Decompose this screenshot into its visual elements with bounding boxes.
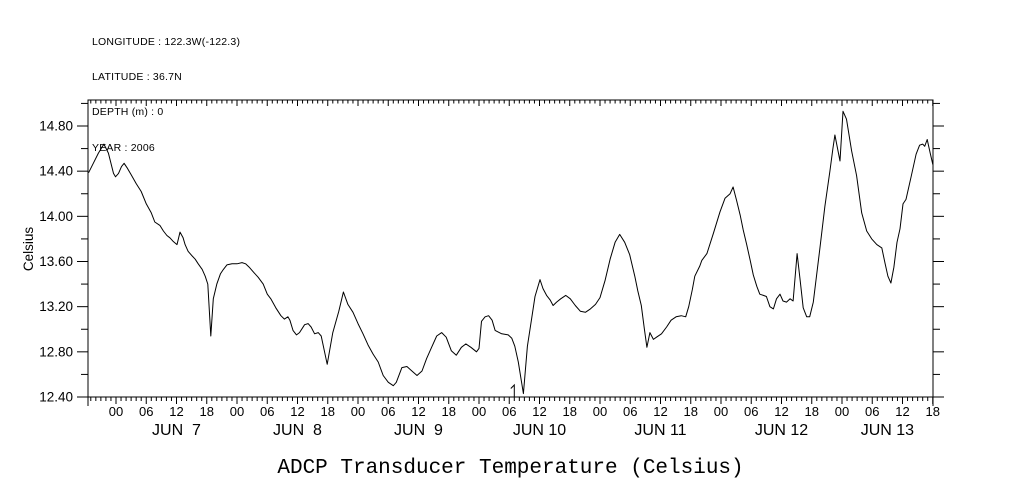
x-tick-label: 12 — [774, 404, 788, 419]
y-tick-label: 12.40 — [39, 390, 73, 405]
x-day-label: JUN 13 — [861, 422, 914, 439]
x-tick-label: 12 — [895, 404, 909, 419]
x-tick-label: 18 — [321, 404, 335, 419]
x-day-label: JUN 9 — [394, 422, 443, 439]
metadata-block: LONGITUDE : 122.3W(-122.3) LATITUDE : 36… — [92, 13, 240, 178]
x-tick-label: 06 — [744, 404, 758, 419]
y-tick-label: 14.00 — [39, 209, 73, 224]
x-tick-label: 12 — [169, 404, 183, 419]
meta-depth: DEPTH (m) : 0 — [92, 106, 164, 119]
x-day-label: JUN 8 — [273, 422, 322, 439]
y-axis-title: Celsius — [21, 227, 36, 272]
x-tick-label: 12 — [653, 404, 667, 419]
x-tick-label: 18 — [684, 404, 698, 419]
x-tick-label: 06 — [502, 404, 516, 419]
x-tick-label: 00 — [230, 404, 244, 419]
y-tick-label: 14.80 — [39, 118, 73, 133]
x-tick-label: 00 — [835, 404, 849, 419]
x-tick-label: 18 — [805, 404, 819, 419]
x-day-label: JUN 12 — [755, 422, 808, 439]
x-day-label: JUN 7 — [152, 422, 201, 439]
x-tick-label: 18 — [442, 404, 456, 419]
x-tick-label: 06 — [381, 404, 395, 419]
meta-year: YEAR : 2006 — [92, 141, 155, 154]
x-tick-label: 12 — [532, 404, 546, 419]
x-tick-label: 06 — [139, 404, 153, 419]
x-tick-label: 00 — [109, 404, 123, 419]
meta-latitude: LATITUDE : 36.7N — [92, 70, 182, 83]
x-tick-label: 00 — [714, 404, 728, 419]
temperature-series-line — [88, 110, 934, 395]
plot-frame — [87, 99, 934, 398]
x-tick-label: 06 — [260, 404, 274, 419]
x-day-label: JUN 11 — [634, 422, 686, 439]
x-tick-label: 00 — [593, 404, 607, 419]
x-tick-label: 06 — [865, 404, 879, 419]
x-tick-label: 12 — [290, 404, 304, 419]
y-tick-label: 12.80 — [39, 344, 73, 359]
meta-longitude: LONGITUDE : 122.3W(-122.3) — [92, 35, 241, 48]
x-tick-label: 18 — [926, 404, 940, 419]
y-tick-label: 14.40 — [39, 164, 73, 179]
x-tick-label: 00 — [351, 404, 365, 419]
x-tick-label: 00 — [472, 404, 486, 419]
x-tick-label: 06 — [623, 404, 637, 419]
chart-title: ADCP Transducer Temperature (Celsius) — [277, 457, 744, 480]
y-tick-label: 13.20 — [39, 299, 73, 314]
x-tick-label: 18 — [200, 404, 214, 419]
event-marker-1 — [510, 383, 515, 397]
x-day-label: JUN 10 — [513, 422, 566, 439]
x-tick-label: 18 — [563, 404, 577, 419]
x-tick-label: 12 — [411, 404, 425, 419]
y-tick-label: 13.60 — [39, 254, 73, 269]
